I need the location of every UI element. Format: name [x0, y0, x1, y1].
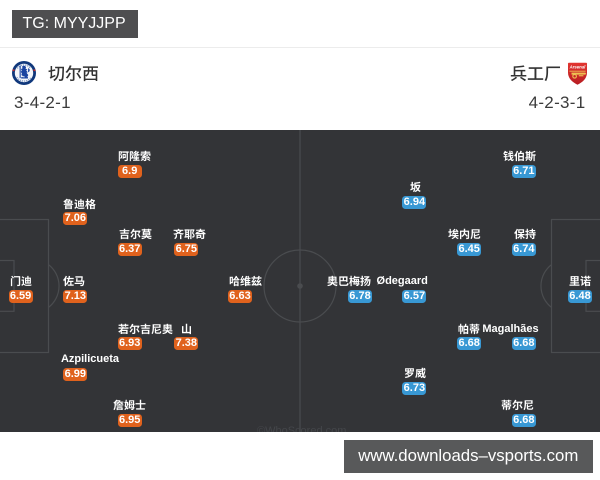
svg-text:Arsenal: Arsenal [568, 64, 586, 69]
